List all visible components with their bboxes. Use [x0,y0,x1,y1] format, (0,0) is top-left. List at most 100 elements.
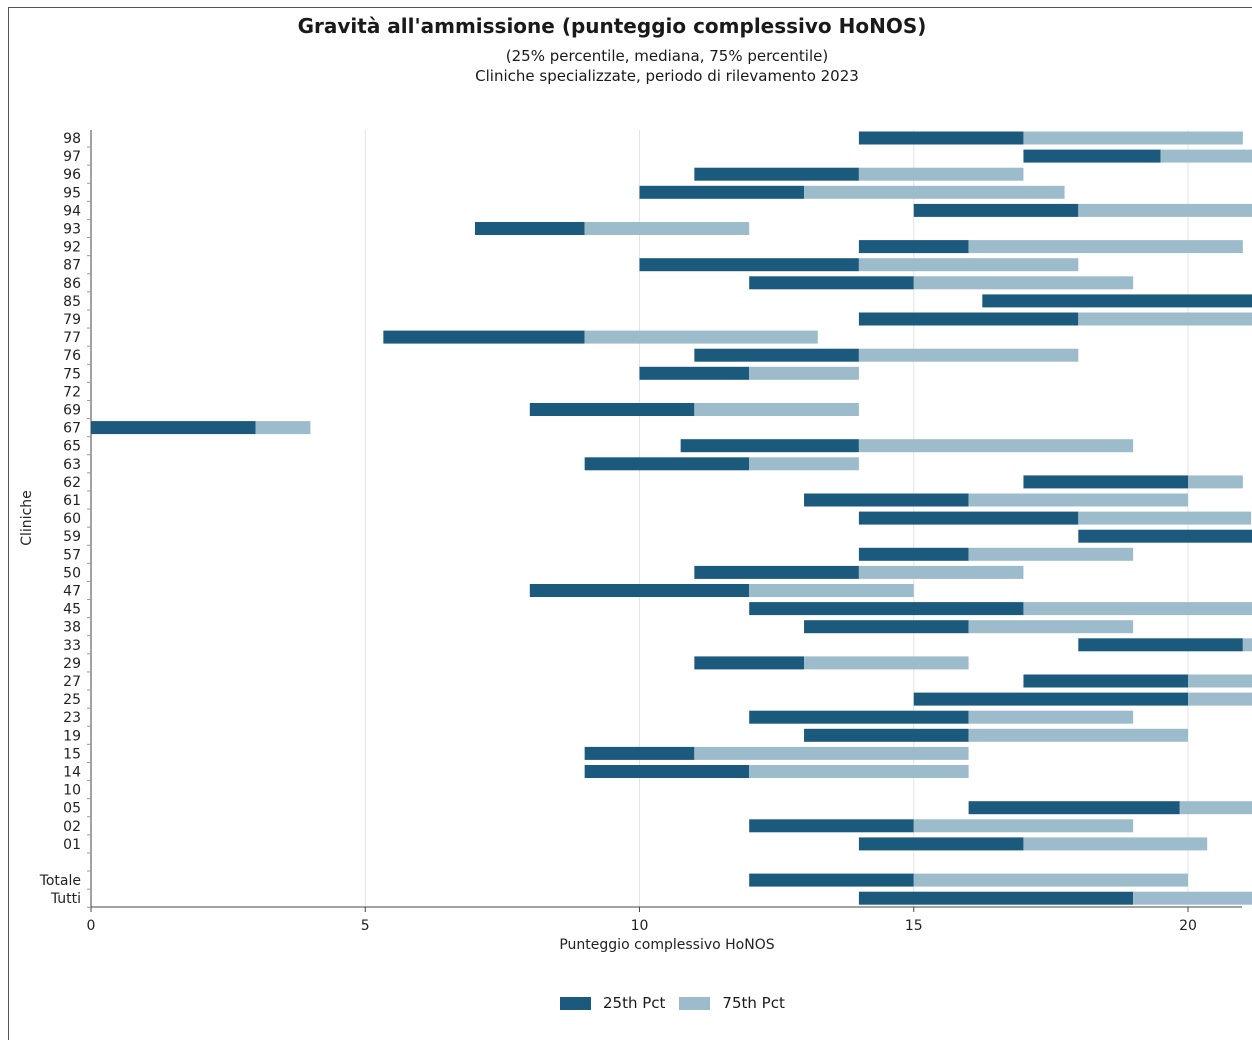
bar-25th-pct [749,276,914,290]
y-tick-label: 14 [63,765,81,781]
y-tick-label: 38 [63,620,81,636]
bar-75th-pct [1078,511,1252,525]
bar-75th-pct [913,276,1134,290]
bar-75th-pct [584,330,818,344]
y-tick-label: 15 [63,746,81,762]
bar-25th-pct [858,511,1079,525]
bar-25th-pct [383,330,585,344]
y-tick-label: 47 [63,584,81,600]
bar-25th-pct [529,584,750,597]
bar-25th-pct [913,203,1079,217]
y-tick-label: 77 [63,330,81,346]
bar-75th-pct [968,493,1188,507]
bar-25th-pct [584,457,750,471]
bar-75th-pct [694,746,969,760]
bar-75th-pct [1179,801,1252,815]
bar-25th-pct [680,439,859,453]
chart-subtitle-1: (25% percentile, mediana, 75% percentile… [505,47,829,65]
bar-75th-pct [1133,891,1252,905]
bar-25th-pct [749,873,914,887]
bar-25th-pct [694,565,859,579]
y-tick-label: 96 [63,167,81,183]
bar-25th-pct [1023,149,1161,163]
bar-25th-pct [858,312,1079,326]
bar-75th-pct [749,765,969,778]
y-tick-label: 65 [63,439,81,455]
bar-25th-pct [858,240,969,254]
x-tick-label: 0 [87,918,96,934]
bar-25th-pct [804,620,969,634]
bar-75th-pct [858,565,1024,579]
bar-25th-pct [1078,529,1252,543]
bar-25th-pct [584,765,750,778]
bar-75th-pct [804,656,969,670]
bar-25th-pct [639,258,859,272]
bar-25th-pct [749,819,914,833]
y-tick-label: 19 [63,728,81,744]
x-tick-label: 20 [1179,918,1197,934]
bar-25th-pct [858,837,1024,851]
bar-75th-pct [255,421,311,435]
y-tick-label: 29 [63,656,81,672]
bar-25th-pct [749,602,1024,616]
bar-75th-pct [968,728,1188,742]
bar-75th-pct [1078,203,1252,217]
bar-25th-pct [1078,638,1243,652]
y-tick-label: 45 [63,602,81,618]
legend-label-75th: 75th Pct [722,994,785,1012]
chart-legend: 25th Pct 75th Pct [560,994,799,1012]
bar-25th-pct [694,167,859,181]
y-tick-label: 94 [63,203,81,219]
bar-25th-pct [639,366,750,380]
y-tick-label: 33 [63,638,81,654]
bar-75th-pct [1188,674,1252,688]
y-tick-label: 67 [63,421,81,437]
y-tick-label: 50 [63,565,81,581]
y-tick-label: 57 [63,547,81,563]
bar-75th-pct [1023,837,1208,851]
bar-25th-pct [639,185,805,199]
bar-75th-pct [1023,602,1252,616]
x-tick-label: 10 [631,918,649,934]
y-tick-label: 60 [63,511,81,527]
bar-75th-pct [858,439,1134,453]
y-tick-label: 25 [63,692,81,708]
chart-title: Gravità all'ammissione (punteggio comple… [297,14,927,38]
bar-25th-pct [804,728,969,742]
bar-25th-pct [474,222,585,235]
y-tick-label: 85 [63,294,81,310]
bar-25th-pct [804,493,969,507]
bar-25th-pct [858,891,1134,905]
bar-25th-pct [1023,674,1188,688]
y-tick-label: 69 [63,403,81,419]
y-axis-label: Cliniche [19,490,35,546]
bar-75th-pct [858,258,1079,272]
bar-75th-pct [1023,131,1243,145]
y-tick-label: 23 [63,710,81,726]
x-tick-label: 15 [905,918,923,934]
legend-swatch-75th [679,996,711,1010]
y-tick-label: 10 [63,783,81,799]
bar-75th-pct [1188,692,1252,706]
bar-25th-pct [1023,475,1188,489]
y-tick-label: 05 [63,801,81,817]
bar-75th-pct [1160,149,1252,163]
bar-75th-pct [968,710,1134,724]
bar-75th-pct [858,348,1079,362]
y-tick-label: 97 [63,149,81,165]
legend-swatch-25th [560,996,591,1010]
y-tick-label: 76 [63,348,81,364]
chart-frame [8,7,1252,1040]
y-tick-label: 02 [63,819,81,835]
bar-75th-pct [749,457,859,471]
y-tick-label: 72 [63,384,81,400]
y-tick-label: 92 [63,240,81,256]
bar-25th-pct [913,692,1188,706]
legend-item-25th: 25th Pct [560,994,665,1012]
y-tick-label: 79 [63,312,81,328]
bar-75th-pct [968,240,1243,254]
bar-75th-pct [804,185,1065,199]
bar-75th-pct [968,547,1134,561]
x-tick-label: 5 [361,918,370,934]
